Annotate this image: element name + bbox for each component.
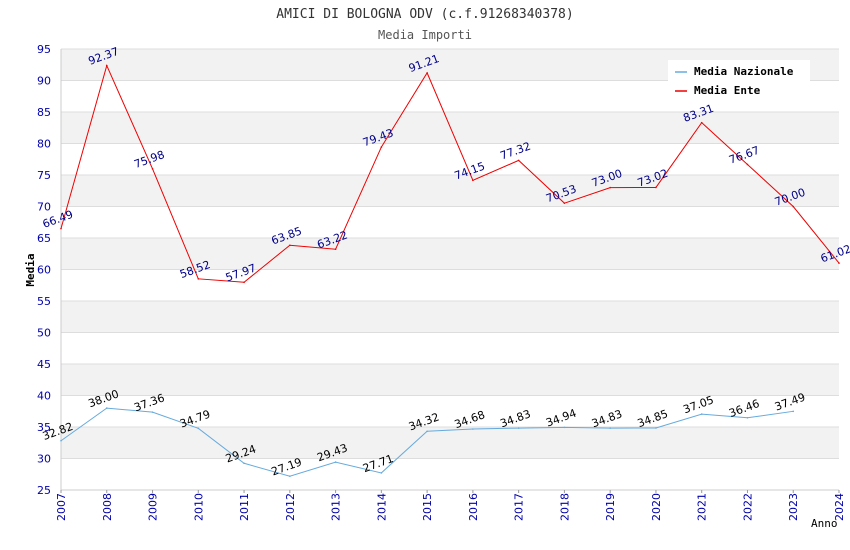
grid-band — [61, 364, 839, 396]
data-point — [472, 179, 474, 182]
data-point — [792, 205, 795, 208]
x-tick-label: 2019 — [604, 493, 617, 521]
y-axis-ticks: 25 30 35 40 45 50 55 60 65 70 75 80 85 90 95 — [37, 43, 51, 497]
data-point — [655, 186, 657, 189]
grid-band — [61, 175, 839, 207]
data-point — [792, 410, 795, 413]
chart-subtitle: Media Importi — [378, 28, 472, 42]
x-tick-label: 2021 — [696, 493, 709, 521]
y-tick-label: 30 — [37, 453, 51, 466]
series-group — [60, 64, 840, 478]
y-tick-label: 70 — [37, 201, 51, 214]
axes — [60, 49, 839, 491]
y-tick-label: 40 — [37, 390, 51, 403]
grid-lines — [61, 48, 839, 491]
x-tick-label: 2016 — [467, 493, 480, 521]
x-tick-label: 2012 — [284, 493, 297, 521]
data-point — [334, 461, 337, 463]
y-tick-label: 75 — [37, 169, 51, 182]
y-tick-label: 25 — [37, 484, 51, 497]
data-point — [151, 411, 154, 413]
data-point — [517, 159, 520, 162]
x-tick-label: 2015 — [421, 493, 434, 521]
data-point — [563, 202, 566, 204]
data-point — [426, 430, 428, 433]
x-tick-label: 2008 — [101, 493, 114, 521]
x-tick-label: 2014 — [375, 493, 388, 521]
data-point — [700, 121, 703, 124]
y-tick-label: 90 — [37, 75, 51, 88]
data-point — [243, 281, 245, 284]
legend: Media Nazionale Media Ente — [668, 60, 810, 102]
data-point — [838, 262, 840, 264]
y-tick-label: 95 — [37, 43, 51, 56]
data-point — [334, 248, 337, 251]
data-point — [105, 64, 108, 67]
data-point — [380, 146, 383, 148]
grid-band — [61, 427, 839, 459]
data-point — [243, 462, 245, 465]
data-point — [426, 72, 428, 74]
data-label: 37.05 — [681, 393, 715, 416]
y-tick-label: 60 — [37, 264, 51, 277]
data-point — [746, 417, 749, 419]
x-tick-label: 2017 — [513, 493, 526, 521]
grid-band — [61, 301, 839, 333]
chart-title: AMICI DI BOLOGNA ODV (c.f.91268340378) — [276, 7, 573, 22]
data-label: 75.98 — [132, 148, 166, 171]
x-tick-label: 2009 — [147, 493, 160, 521]
background-bands — [61, 49, 839, 459]
legend-label-media-nazionale: Media Nazionale — [694, 65, 794, 78]
data-point — [609, 186, 611, 189]
x-tick-label: 2020 — [650, 493, 663, 521]
data-point — [289, 244, 291, 247]
x-tick-label: 2023 — [787, 493, 800, 521]
y-axis-label: Media — [24, 253, 37, 286]
data-point — [472, 428, 474, 430]
x-tick-label: 2010 — [192, 493, 205, 521]
data-point — [609, 427, 611, 429]
y-tick-label: 65 — [37, 232, 51, 245]
y-tick-label: 80 — [37, 138, 51, 151]
x-tick-label: 2007 — [55, 493, 68, 521]
data-point — [700, 413, 703, 415]
x-tick-label: 2022 — [741, 493, 754, 521]
y-tick-label: 55 — [37, 295, 51, 308]
data-point — [60, 439, 62, 442]
data-point — [197, 278, 200, 280]
series-line-media-ente — [60, 64, 840, 283]
x-tick-label: 2011 — [238, 493, 251, 521]
data-point — [197, 427, 200, 430]
x-tick-label: 2018 — [558, 493, 571, 521]
data-label: 76.67 — [727, 144, 761, 167]
y-tick-label: 85 — [37, 106, 51, 119]
x-tick-label: 2024 — [833, 493, 846, 521]
data-point — [655, 427, 657, 429]
data-point — [105, 407, 108, 409]
legend-box — [668, 60, 810, 102]
data-label: 34.94 — [544, 407, 578, 430]
data-point — [60, 227, 62, 230]
data-point — [380, 472, 383, 474]
x-axis-label: Anno — [811, 517, 838, 530]
x-axis-ticks: 2007 2008 2009 2010 2011 2012 2013 2014 2015 2016… — [55, 490, 846, 521]
data-point — [289, 475, 291, 478]
grid-band — [61, 238, 839, 270]
y-tick-label: 50 — [37, 327, 51, 340]
y-tick-label: 45 — [37, 358, 51, 371]
data-point — [517, 427, 520, 429]
data-point — [563, 426, 566, 429]
y-tick-label: 35 — [37, 421, 51, 434]
legend-label-media-ente: Media Ente — [694, 84, 761, 97]
data-point — [746, 163, 749, 166]
data-point — [151, 168, 154, 170]
x-tick-label: 2013 — [330, 493, 343, 521]
